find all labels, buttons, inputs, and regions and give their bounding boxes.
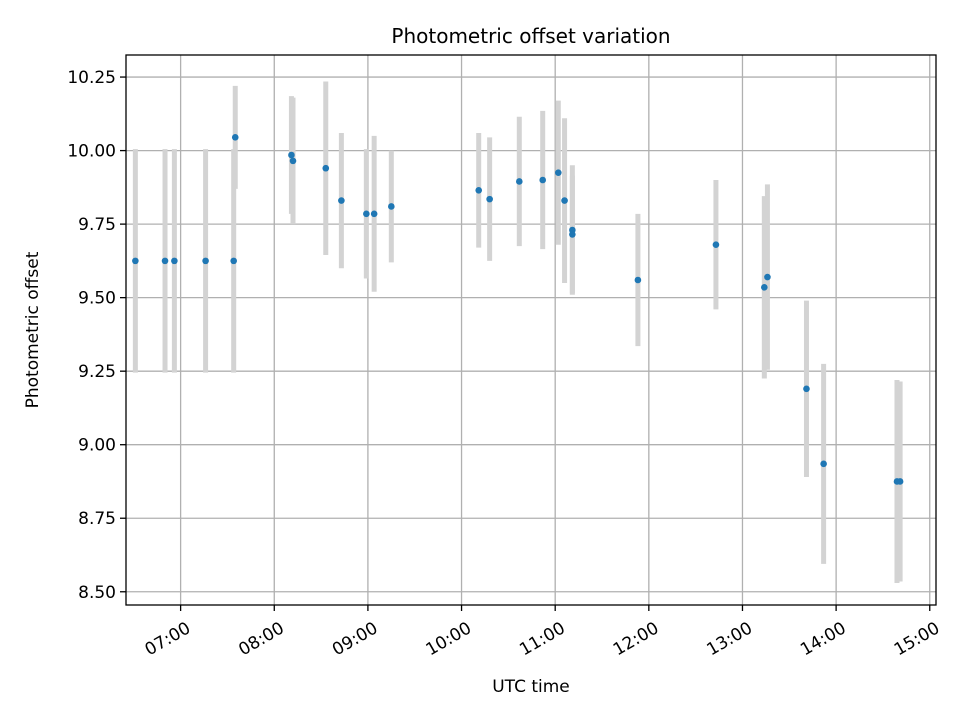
data-point (539, 176, 547, 184)
data-point (761, 284, 768, 291)
y-tick-label: 8.50 (78, 583, 116, 603)
data-point (896, 478, 904, 485)
data-point (820, 460, 827, 468)
y-tick-label: 10.25 (67, 68, 116, 88)
y-tick-label: 9.25 (78, 362, 116, 382)
data-point (363, 210, 370, 218)
y-axis-title: Photometric offset (23, 251, 43, 408)
data-point (161, 257, 169, 265)
data-point (231, 134, 239, 141)
grid (126, 55, 936, 605)
data-point (388, 203, 395, 210)
y-tick-label: 9.00 (78, 436, 116, 456)
plot-frame (125, 54, 937, 606)
data-point (634, 276, 642, 284)
data-point (288, 151, 295, 159)
data-point (561, 197, 568, 204)
data-point (712, 241, 720, 249)
y-tick-label: 10.00 (67, 142, 116, 162)
data-point (230, 257, 237, 265)
data-points (132, 134, 904, 485)
data-point (515, 178, 523, 185)
data-point (132, 257, 139, 265)
data-point (171, 257, 178, 265)
y-tick-label: 8.75 (78, 509, 116, 529)
y-tick-label: 9.50 (78, 289, 116, 309)
data-point (569, 231, 576, 238)
data-point (555, 169, 562, 176)
data-point (202, 257, 209, 265)
data-point (475, 186, 483, 194)
data-point (764, 273, 771, 281)
data-point (322, 164, 330, 172)
data-point (289, 157, 297, 165)
y-tick-label: 9.75 (78, 215, 116, 235)
data-point (338, 197, 345, 204)
chart-title: Photometric offset variation (391, 24, 670, 48)
data-point (370, 210, 378, 218)
data-point (486, 195, 493, 203)
x-axis-title: UTC time (492, 677, 570, 697)
data-point (803, 385, 810, 393)
